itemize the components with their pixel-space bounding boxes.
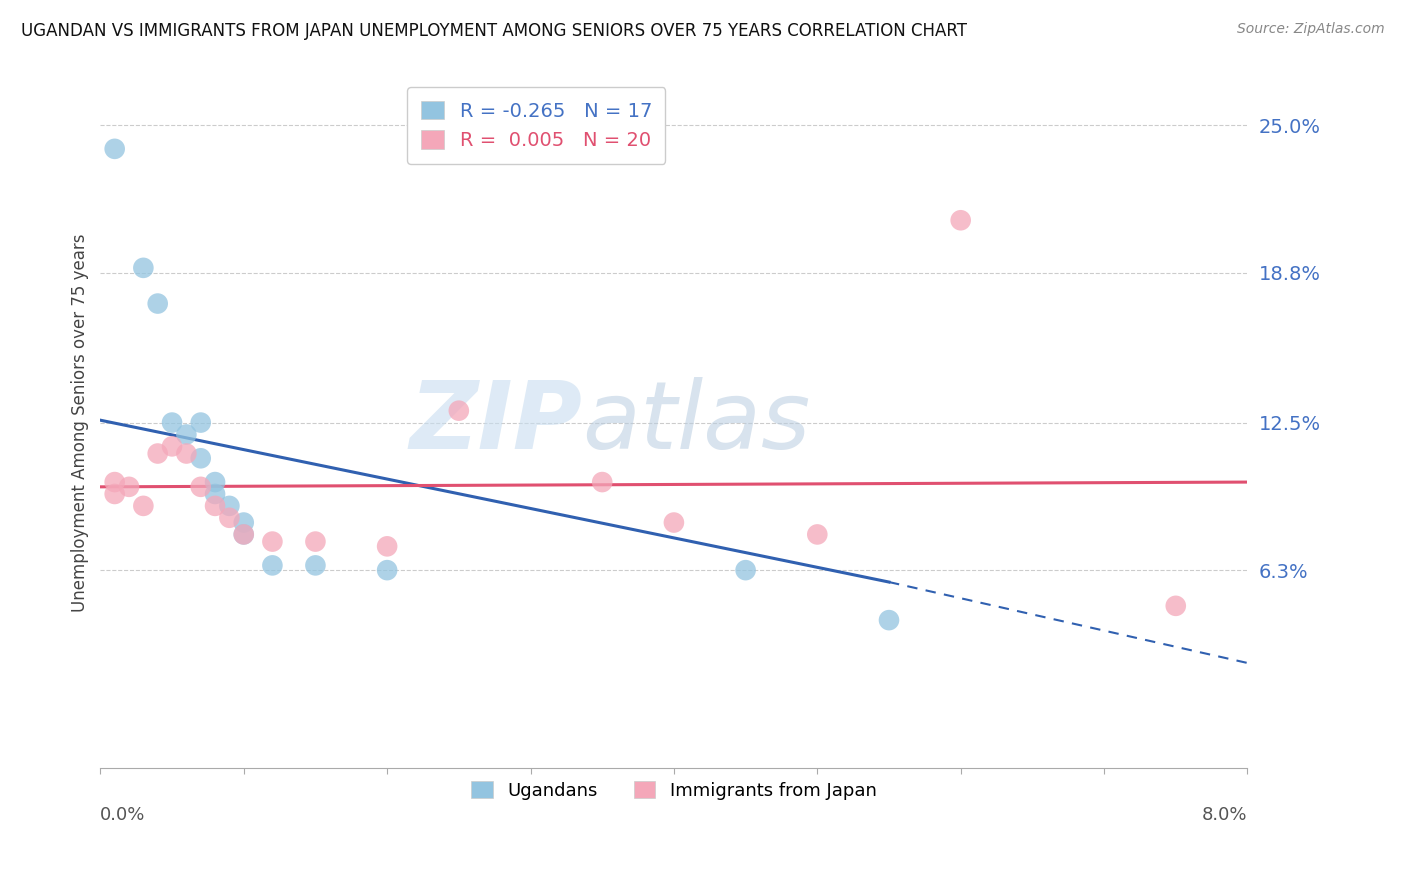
- Point: [190, 451, 212, 466]
- Point: [146, 296, 169, 310]
- Point: [375, 539, 398, 553]
- Point: [190, 416, 212, 430]
- Point: [877, 613, 900, 627]
- Legend: Ugandans, Immigrants from Japan: Ugandans, Immigrants from Japan: [464, 773, 884, 807]
- Point: [204, 487, 226, 501]
- Point: [118, 480, 141, 494]
- Point: [132, 499, 155, 513]
- Text: atlas: atlas: [582, 377, 810, 468]
- Point: [204, 475, 226, 489]
- Point: [190, 480, 212, 494]
- Point: [662, 516, 685, 530]
- Point: [146, 446, 169, 460]
- Text: UGANDAN VS IMMIGRANTS FROM JAPAN UNEMPLOYMENT AMONG SENIORS OVER 75 YEARS CORREL: UGANDAN VS IMMIGRANTS FROM JAPAN UNEMPLO…: [21, 22, 967, 40]
- Point: [262, 534, 284, 549]
- Point: [232, 527, 254, 541]
- Point: [591, 475, 613, 489]
- Point: [132, 260, 155, 275]
- Point: [204, 499, 226, 513]
- Text: 8.0%: 8.0%: [1202, 805, 1247, 823]
- Point: [160, 439, 183, 453]
- Point: [176, 446, 198, 460]
- Point: [176, 427, 198, 442]
- Point: [806, 527, 828, 541]
- Point: [304, 534, 326, 549]
- Point: [218, 499, 240, 513]
- Point: [160, 416, 183, 430]
- Text: Source: ZipAtlas.com: Source: ZipAtlas.com: [1237, 22, 1385, 37]
- Text: ZIP: ZIP: [409, 376, 582, 468]
- Point: [262, 558, 284, 573]
- Point: [375, 563, 398, 577]
- Point: [104, 142, 127, 156]
- Point: [304, 558, 326, 573]
- Point: [104, 487, 127, 501]
- Point: [104, 475, 127, 489]
- Point: [734, 563, 756, 577]
- Point: [218, 510, 240, 524]
- Point: [232, 527, 254, 541]
- Text: 0.0%: 0.0%: [100, 805, 146, 823]
- Point: [949, 213, 972, 227]
- Point: [1164, 599, 1187, 613]
- Point: [447, 403, 470, 417]
- Point: [232, 516, 254, 530]
- Y-axis label: Unemployment Among Seniors over 75 years: Unemployment Among Seniors over 75 years: [72, 234, 89, 612]
